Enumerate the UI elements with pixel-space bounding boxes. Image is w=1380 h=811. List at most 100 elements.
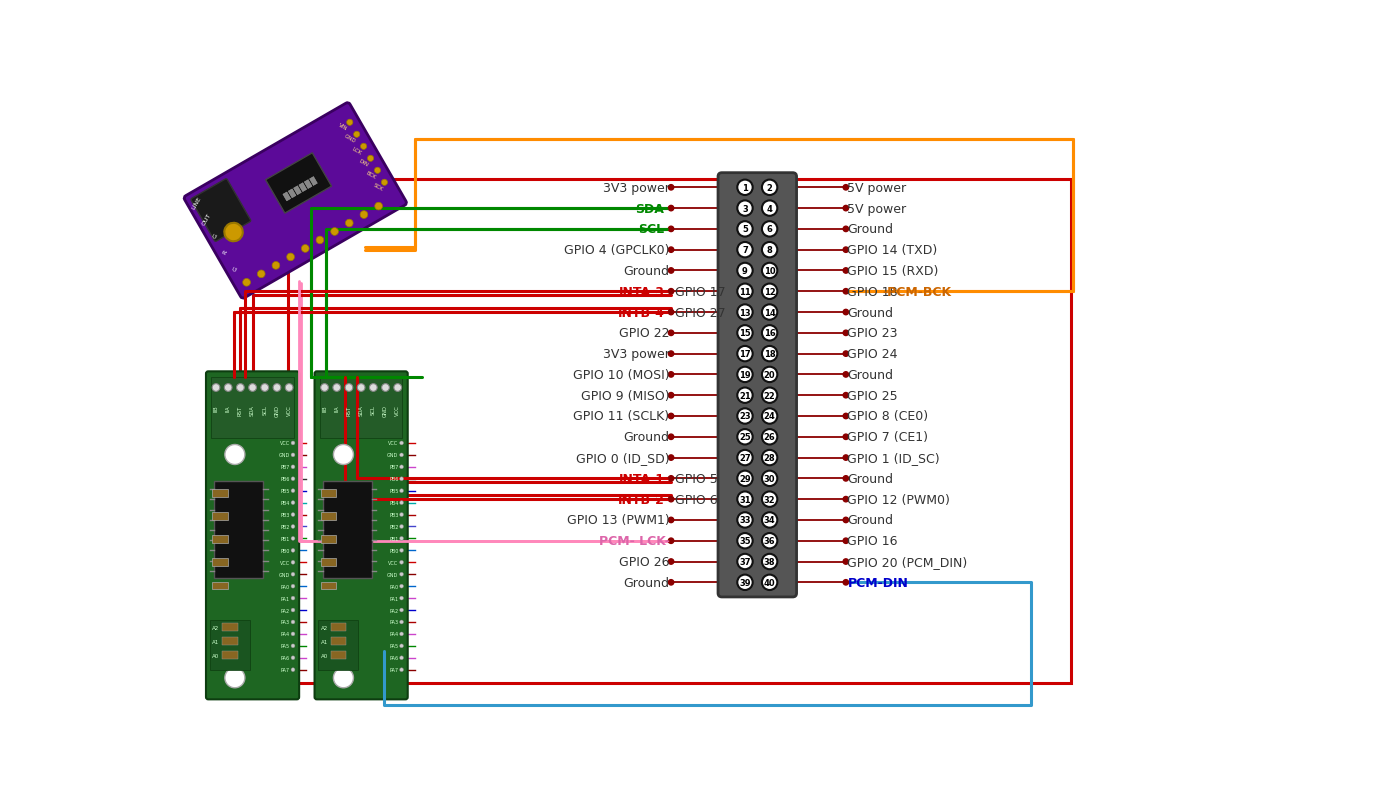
Circle shape	[762, 513, 777, 528]
Text: 35: 35	[740, 537, 751, 546]
Text: GND: GND	[384, 405, 388, 417]
Text: SDA: SDA	[250, 405, 255, 416]
Text: INTB-4-: INTB-4-	[617, 307, 669, 320]
Text: 3: 3	[742, 204, 748, 213]
FancyBboxPatch shape	[315, 372, 407, 699]
Circle shape	[291, 560, 295, 564]
FancyBboxPatch shape	[320, 536, 337, 543]
Circle shape	[762, 430, 777, 445]
Circle shape	[400, 525, 403, 529]
Text: VCC: VCC	[280, 441, 290, 446]
Text: 8: 8	[767, 246, 773, 255]
Text: 34: 34	[763, 516, 776, 525]
Text: Ground: Ground	[624, 431, 669, 444]
Text: GPIO 23: GPIO 23	[847, 327, 898, 340]
Circle shape	[843, 227, 849, 232]
Circle shape	[374, 168, 381, 174]
Text: -PCM-BCK: -PCM-BCK	[882, 285, 951, 298]
FancyBboxPatch shape	[331, 624, 346, 631]
Text: 19: 19	[740, 371, 751, 380]
Circle shape	[668, 186, 673, 191]
Circle shape	[360, 144, 367, 150]
Circle shape	[357, 384, 364, 392]
Circle shape	[400, 560, 403, 564]
Text: PA3: PA3	[389, 620, 399, 624]
Text: 36: 36	[763, 537, 776, 546]
Circle shape	[225, 445, 244, 465]
Text: SDA-: SDA-	[636, 202, 669, 216]
Circle shape	[367, 156, 374, 162]
Text: 12: 12	[763, 287, 776, 296]
Text: A0: A0	[213, 653, 219, 659]
Circle shape	[668, 580, 673, 586]
Circle shape	[286, 384, 293, 392]
Text: PA5: PA5	[389, 644, 399, 649]
Circle shape	[400, 549, 403, 552]
Circle shape	[236, 384, 244, 392]
Circle shape	[291, 668, 295, 672]
Text: 28: 28	[763, 453, 776, 462]
Circle shape	[762, 264, 777, 279]
Text: 40: 40	[763, 578, 776, 587]
Text: GPIO 7 (CE1): GPIO 7 (CE1)	[847, 431, 929, 444]
Text: VCC: VCC	[388, 441, 399, 446]
Circle shape	[291, 596, 295, 600]
FancyBboxPatch shape	[309, 178, 317, 187]
Circle shape	[381, 180, 388, 187]
Circle shape	[762, 575, 777, 590]
Circle shape	[243, 279, 250, 287]
Circle shape	[843, 372, 849, 378]
Circle shape	[291, 633, 295, 636]
Circle shape	[291, 466, 295, 469]
Text: 29: 29	[740, 474, 751, 483]
Text: PA0: PA0	[280, 584, 290, 589]
Text: A2: A2	[213, 625, 219, 630]
Circle shape	[737, 180, 752, 195]
Circle shape	[762, 534, 777, 549]
Circle shape	[345, 384, 353, 392]
Circle shape	[737, 305, 752, 320]
Text: IIA: IIA	[334, 405, 339, 411]
Text: SCL-: SCL-	[639, 223, 669, 236]
Text: GND: GND	[275, 405, 279, 417]
Circle shape	[762, 305, 777, 320]
Text: GPIO 26: GPIO 26	[620, 556, 669, 569]
Circle shape	[320, 384, 328, 392]
Circle shape	[762, 346, 777, 362]
Text: 18: 18	[763, 350, 776, 358]
Circle shape	[843, 206, 849, 212]
Circle shape	[737, 242, 752, 258]
Text: 5V power: 5V power	[847, 182, 907, 195]
Text: GPIO 0 (ID_SD): GPIO 0 (ID_SD)	[575, 452, 669, 465]
Circle shape	[400, 537, 403, 541]
Text: 3V3 power: 3V3 power	[603, 182, 669, 195]
Text: Ground: Ground	[847, 223, 893, 236]
Text: 37: 37	[740, 557, 751, 566]
Text: 30: 30	[765, 474, 776, 483]
Circle shape	[668, 455, 673, 461]
Circle shape	[668, 559, 673, 564]
Circle shape	[291, 489, 295, 493]
Text: IIA: IIA	[226, 405, 230, 411]
FancyBboxPatch shape	[213, 490, 228, 497]
Circle shape	[762, 388, 777, 403]
Text: SCK: SCK	[371, 182, 384, 191]
Text: Ground: Ground	[624, 576, 669, 589]
Circle shape	[843, 268, 849, 274]
Text: LINE: LINE	[190, 195, 203, 210]
Circle shape	[291, 585, 295, 588]
FancyBboxPatch shape	[214, 482, 264, 579]
Circle shape	[668, 435, 673, 440]
Circle shape	[737, 575, 752, 590]
Circle shape	[400, 668, 403, 672]
Text: VCC: VCC	[388, 560, 399, 565]
FancyBboxPatch shape	[320, 490, 337, 497]
Circle shape	[400, 596, 403, 600]
Text: 27: 27	[740, 453, 751, 462]
Text: 15: 15	[740, 329, 751, 338]
Text: GND: GND	[388, 453, 399, 458]
Circle shape	[301, 245, 309, 253]
Text: 11: 11	[740, 287, 751, 296]
Circle shape	[345, 220, 353, 228]
Circle shape	[762, 284, 777, 299]
